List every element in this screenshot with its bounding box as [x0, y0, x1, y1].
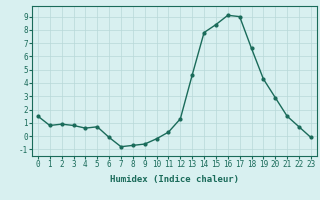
X-axis label: Humidex (Indice chaleur): Humidex (Indice chaleur) [110, 175, 239, 184]
